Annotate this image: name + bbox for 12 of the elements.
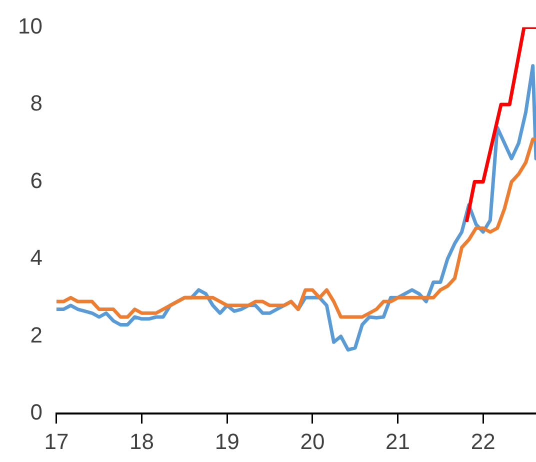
x-tick-label: 21 (386, 428, 410, 454)
y-tick-label: 4 (30, 245, 42, 270)
y-tick-label: 0 (30, 400, 42, 425)
x-tick-label: 22 (470, 428, 496, 454)
x-tick-label: 19 (214, 428, 240, 454)
x-tick-label: 17 (44, 428, 69, 454)
x-tick-label: 20 (300, 428, 325, 454)
y-tick-label: 8 (30, 90, 42, 116)
y-tick-label: 6 (30, 168, 42, 193)
x-tick-label: 18 (130, 428, 154, 454)
y-tick-label: 10 (18, 13, 42, 38)
y-tick-label: 2 (30, 322, 42, 348)
